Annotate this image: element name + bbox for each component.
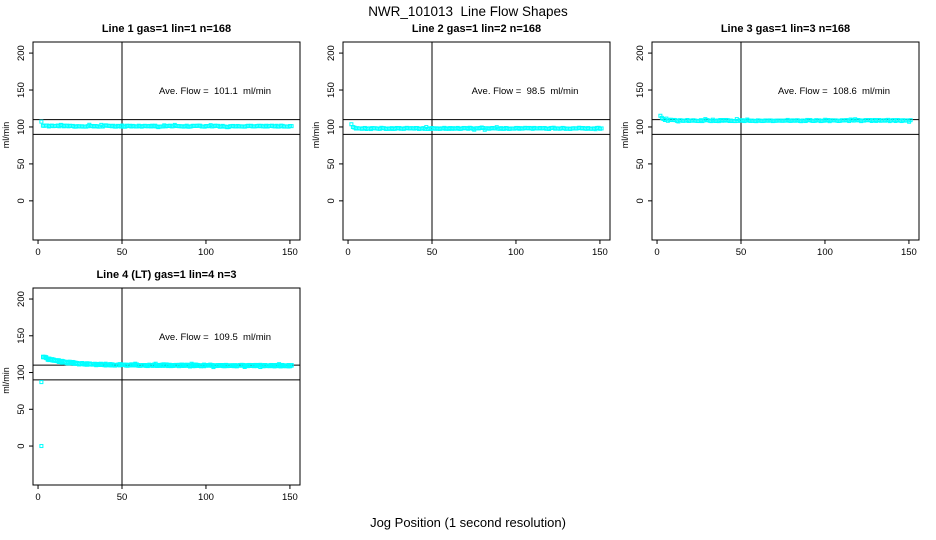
y-tick-label: 100 [16,365,27,381]
subplot-title: Line 3 gas=1 lin=3 n=168 [721,23,850,35]
y-axis-label: ml/min [311,122,321,149]
x-tick-label: 150 [282,492,298,503]
y-tick-label: 150 [635,82,646,98]
data-point [599,126,604,131]
x-tick-label: 100 [508,247,524,258]
x-tick-label: 0 [345,247,350,258]
y-tick-label: 0 [326,198,337,203]
y-tick-label: 150 [16,328,27,344]
ave-flow-annotation: Ave. Flow = 101.1 ml/min [159,86,271,97]
y-tick-label: 50 [16,404,27,415]
y-tick-label: 150 [326,82,337,98]
y-tick-label: 50 [16,159,27,170]
y-tick-label: 200 [635,45,646,61]
figure-title: NWR_101013 Line Flow Shapes [368,4,568,19]
y-tick-label: 150 [16,82,27,98]
y-tick-label: 100 [635,119,646,135]
ave-flow-annotation: Ave. Flow = 98.5 ml/min [472,86,579,97]
y-tick-label: 100 [326,119,337,135]
y-tick-label: 200 [16,291,27,307]
x-tick-label: 150 [901,247,917,258]
outlier-point [39,444,44,449]
subplot-title: Line 2 gas=1 lin=2 n=168 [412,23,541,35]
ave-flow-annotation: Ave. Flow = 109.5 ml/min [159,332,271,343]
x-tick-label: 50 [117,492,128,503]
y-tick-label: 200 [16,45,27,61]
data-point [289,363,294,368]
y-tick-label: 0 [16,443,27,448]
data-point [39,119,44,124]
y-axis-label: ml/min [1,367,11,394]
plot-frame [32,41,301,241]
y-tick-label: 200 [326,45,337,61]
data-point [908,118,913,123]
x-tick-label: 150 [592,247,608,258]
subplot-title: Line 4 (LT) gas=1 lin=4 n=3 [96,269,236,281]
subplot-title: Line 1 gas=1 lin=1 n=168 [102,23,231,35]
y-axis-label: ml/min [1,122,11,149]
y-tick-label: 0 [16,198,27,203]
x-tick-label: 50 [117,247,128,258]
x-tick-label: 150 [282,247,298,258]
x-tick-label: 0 [35,247,40,258]
subplot-3: 0 50 100 150 0 50 100 150 200 ml/min Line 3 gas=1 … [620,23,920,258]
y-axis-label: ml/min [620,122,630,149]
outlier-point [39,380,44,385]
plot-frame [342,41,611,241]
plot-frame [32,287,301,486]
x-tick-label: 100 [198,492,214,503]
x-tick-label: 100 [198,247,214,258]
x-tick-label: 100 [817,247,833,258]
data-point [289,124,294,129]
y-tick-label: 50 [635,159,646,170]
x-axis-caption: Jog Position (1 second resolution) [370,515,566,530]
y-tick-label: 100 [16,119,27,135]
subplot-1: 0 50 100 150 0 50 100 150 200 ml/min Line 1 gas=1 … [1,23,301,258]
y-tick-label: 0 [635,198,646,203]
y-tick-label: 50 [326,159,337,170]
ave-flow-annotation: Ave. Flow = 108.6 ml/min [778,86,890,97]
plot-frame [651,41,920,241]
x-tick-label: 0 [654,247,659,258]
x-tick-label: 50 [427,247,438,258]
x-tick-label: 50 [736,247,747,258]
subplot-4: 0 50 100 150 0 50 100 150 200 ml/min Line 4 (LT) g… [1,269,301,503]
x-tick-label: 0 [35,492,40,503]
subplot-2: 0 50 100 150 0 50 100 150 200 ml/min Line 2 gas=1 … [311,23,611,258]
